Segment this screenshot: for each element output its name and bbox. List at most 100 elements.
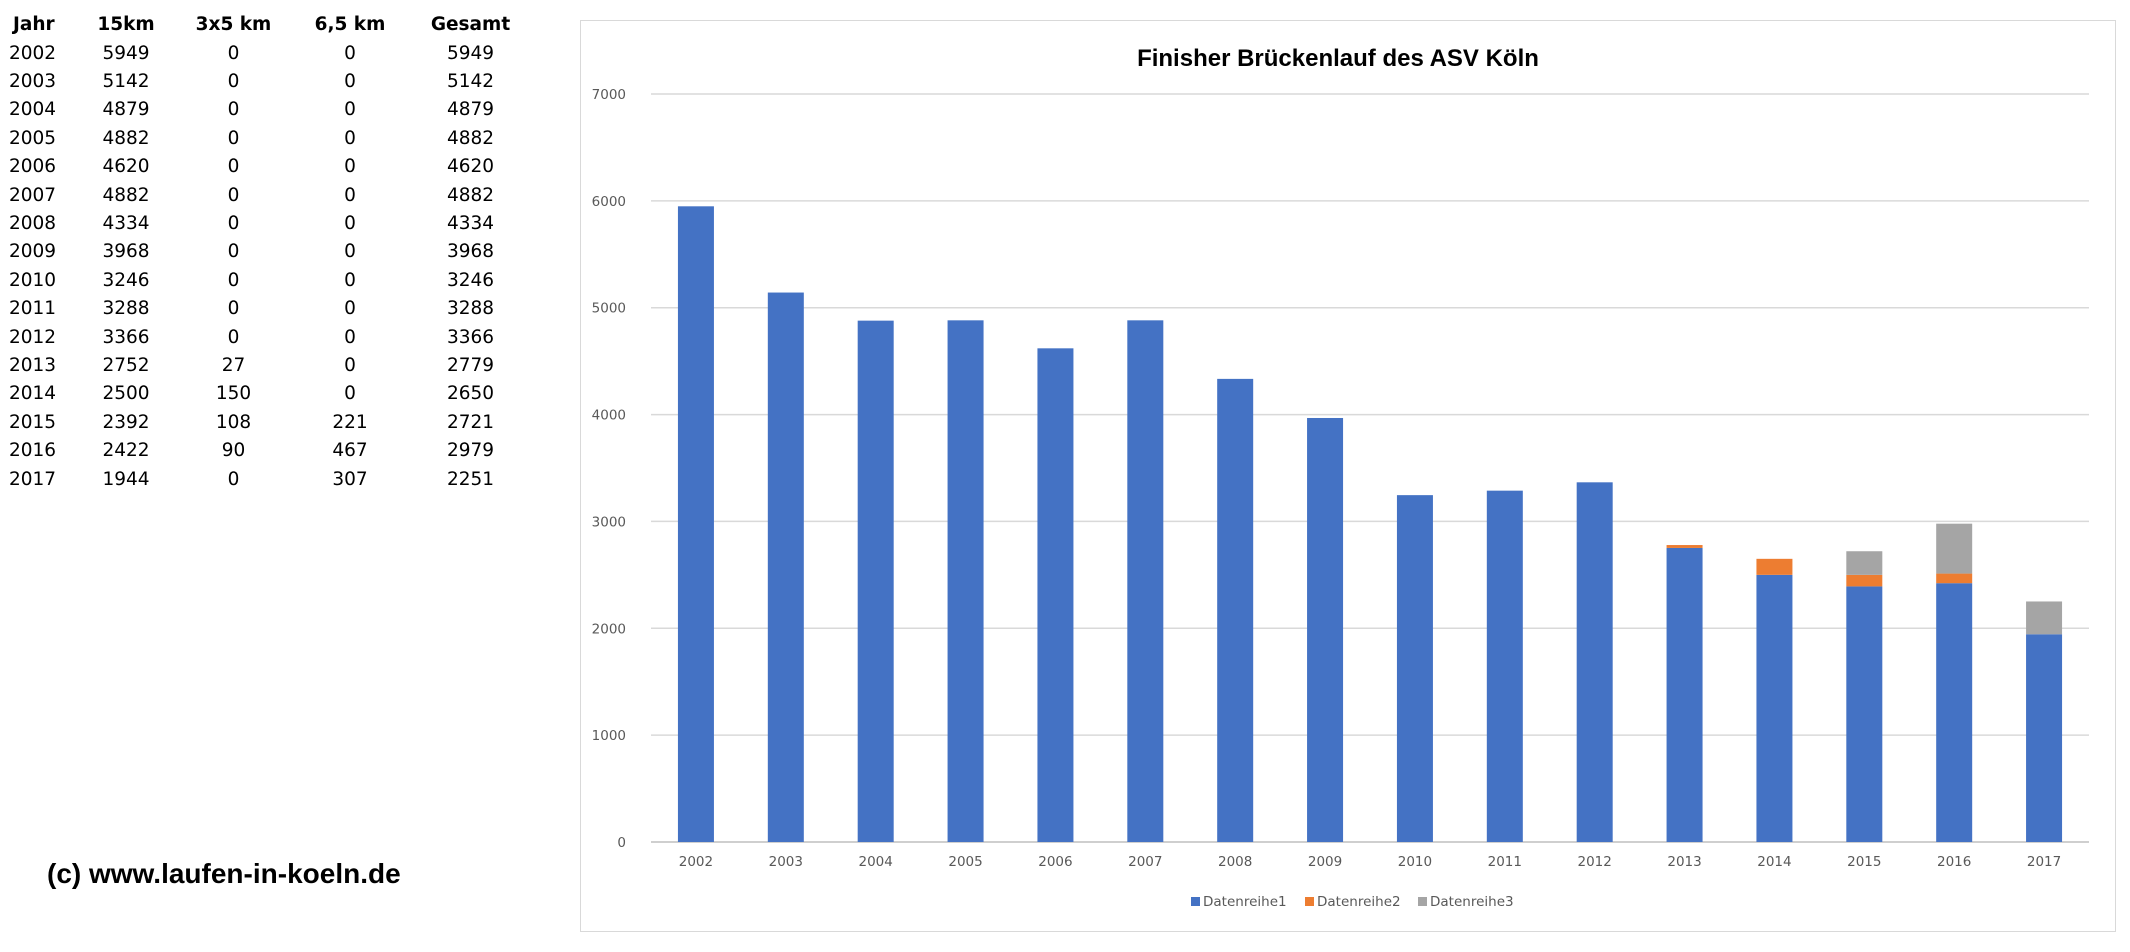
data-table-container: Jahr 15km 3x5 km 6,5 km Gesamt 2002 5949 0… [0,10,560,493]
cell-6-5km: 0 [344,99,356,121]
cell-3x5km: 27 [221,354,246,376]
cell-3x5km: 0 [227,298,240,320]
cell-3x5km: 0 [227,213,240,235]
cell-year: 2013 [9,354,57,376]
x-tick-label: 2010 [1398,854,1432,870]
cell-15km: 2752 [102,354,150,376]
cell-15km: 4882 [102,184,150,206]
cell-3x5km: 0 [227,127,240,149]
x-tick-label: 2009 [1308,854,1342,870]
cell-year: 2009 [9,241,57,263]
cell-6-5km: 307 [332,468,368,490]
table-row: 2014 2500 150 0 2650 [0,380,533,408]
cell-gesamt: 3366 [446,326,495,348]
header-3x5km: 3x5 km [195,14,272,35]
cell-gesamt: 3288 [446,298,495,320]
x-tick-label: 2007 [1128,854,1162,870]
cell-gesamt: 4882 [446,127,495,149]
table-row: 2005 4882 0 0 4882 [0,124,533,152]
cell-year: 2008 [9,213,57,235]
bar-datenreihe2-2016 [1936,573,1973,584]
cell-3x5km: 0 [227,156,240,178]
cell-6-5km: 0 [344,326,356,348]
x-tick-label: 2003 [769,854,803,870]
cell-15km: 5142 [102,71,150,93]
x-tick-label: 2012 [1578,854,1612,870]
cell-15km: 4334 [102,213,150,235]
header-6-5km: 6,5 km [314,14,386,35]
cell-3x5km: 0 [227,326,240,348]
table-row: 2015 2392 108 221 2721 [0,408,533,436]
cell-6-5km: 0 [344,354,356,376]
y-tick-label: 5000 [592,301,626,317]
cell-6-5km: 0 [344,383,356,405]
chart-frame [580,20,2116,932]
table-row: 2016 2422 90 467 2979 [0,436,533,464]
cell-gesamt: 3246 [446,269,495,291]
bar-datenreihe3-2017 [2026,601,2063,635]
cell-15km: 4879 [102,99,150,121]
bar-datenreihe1-2009 [1307,417,1344,842]
header-gesamt: Gesamt [430,14,511,35]
table-header-row: Jahr 15km 3x5 km 6,5 km Gesamt [0,10,533,39]
cell-year: 2007 [9,184,57,206]
bar-datenreihe1-2006 [1037,348,1074,842]
cell-3x5km: 0 [227,241,240,263]
y-tick-label: 0 [617,835,626,851]
bar-datenreihe1-2005 [947,320,984,842]
cell-3x5km: 108 [215,411,252,433]
header-15km: 15km [97,14,155,35]
y-tick-label: 6000 [592,194,626,210]
table-row: 2008 4334 0 0 4334 [0,209,533,237]
cell-gesamt: 2979 [446,440,495,462]
cell-year: 2005 [9,127,57,149]
cell-gesamt: 5142 [446,71,495,93]
table-row: 2002 5949 0 0 5949 [0,39,533,67]
x-tick-label: 2013 [1667,854,1701,870]
bar-datenreihe1-2013 [1666,547,1703,842]
cell-3x5km: 0 [227,99,240,121]
cell-gesamt: 2650 [446,383,495,405]
cell-gesamt: 5949 [446,42,495,64]
cell-year: 2017 [9,468,57,490]
table-row: 2006 4620 0 0 4620 [0,153,533,181]
table-row: 2013 2752 27 0 2779 [0,351,533,379]
cell-year: 2011 [9,298,57,320]
bar-datenreihe3-2016 [1936,523,1973,574]
x-tick-label: 2006 [1038,854,1072,870]
cell-year: 2016 [9,440,57,462]
bar-datenreihe3-2015 [1846,551,1883,575]
cell-6-5km: 0 [344,127,356,149]
cell-3x5km: 0 [227,71,240,93]
cell-15km: 4620 [102,156,150,178]
cell-3x5km: 150 [215,383,252,405]
copyright-text: (c) www.laufen-in-koeln.de [47,858,401,889]
cell-15km: 2422 [102,440,150,462]
bar-datenreihe1-2003 [767,292,804,843]
table-row: 2007 4882 0 0 4882 [0,181,533,209]
table-row: 2003 5142 0 0 5142 [0,67,533,95]
bar-datenreihe1-2008 [1217,378,1254,842]
table-row: 2004 4879 0 0 4879 [0,96,533,124]
table-row: 2011 3288 0 0 3288 [0,295,533,323]
bar-datenreihe1-2002 [677,206,714,842]
cell-6-5km: 0 [344,269,356,291]
cell-15km: 1944 [102,468,150,490]
y-tick-label: 1000 [592,728,626,744]
cell-gesamt: 4334 [446,213,495,235]
x-tick-label: 2014 [1757,854,1791,870]
cell-6-5km: 467 [332,440,368,462]
bar-datenreihe1-2012 [1576,482,1613,842]
legend-swatch-datenreihe1 [1191,897,1200,906]
legend-label-datenreihe1: Datenreihe1 [1203,894,1287,910]
cell-3x5km: 0 [227,269,240,291]
legend-label-datenreihe2: Datenreihe2 [1317,894,1401,910]
x-tick-label: 2008 [1218,854,1252,870]
bar-datenreihe2-2015 [1846,574,1883,587]
cell-6-5km: 0 [344,184,356,206]
x-tick-label: 2016 [1937,854,1971,870]
x-tick-label: 2005 [948,854,982,870]
cell-year: 2014 [9,383,57,405]
x-tick-label: 2004 [859,854,893,870]
cell-15km: 4882 [102,127,150,149]
